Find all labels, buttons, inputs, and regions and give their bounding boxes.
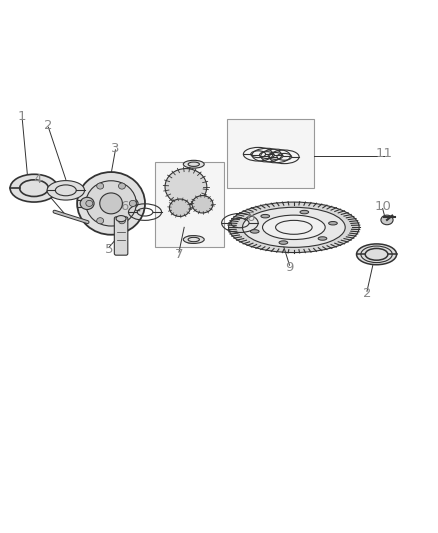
Ellipse shape bbox=[47, 181, 85, 200]
Ellipse shape bbox=[365, 248, 388, 260]
Bar bbox=[155, 162, 224, 247]
Ellipse shape bbox=[129, 200, 136, 206]
Ellipse shape bbox=[262, 215, 325, 239]
Ellipse shape bbox=[10, 174, 58, 202]
Ellipse shape bbox=[229, 202, 359, 253]
Ellipse shape bbox=[97, 183, 104, 189]
Text: 11: 11 bbox=[376, 147, 393, 160]
Ellipse shape bbox=[279, 241, 288, 244]
Ellipse shape bbox=[192, 196, 213, 213]
Text: 3: 3 bbox=[111, 142, 120, 155]
Ellipse shape bbox=[357, 244, 396, 265]
Ellipse shape bbox=[116, 215, 126, 222]
Bar bbox=[227, 118, 314, 188]
Ellipse shape bbox=[328, 222, 337, 225]
Text: 6: 6 bbox=[246, 211, 254, 224]
Ellipse shape bbox=[77, 172, 145, 235]
Ellipse shape bbox=[188, 162, 199, 166]
Ellipse shape bbox=[95, 195, 138, 212]
Ellipse shape bbox=[86, 200, 93, 206]
Ellipse shape bbox=[80, 197, 94, 209]
Ellipse shape bbox=[118, 183, 125, 189]
Text: 2: 2 bbox=[363, 287, 371, 300]
Ellipse shape bbox=[165, 168, 207, 205]
Text: 7: 7 bbox=[175, 248, 183, 261]
Text: 6: 6 bbox=[120, 200, 129, 213]
Ellipse shape bbox=[170, 199, 190, 216]
FancyBboxPatch shape bbox=[114, 217, 128, 255]
Text: 10: 10 bbox=[374, 200, 391, 213]
Ellipse shape bbox=[118, 217, 125, 224]
Text: 8: 8 bbox=[185, 160, 194, 173]
Ellipse shape bbox=[381, 215, 393, 225]
Text: 9: 9 bbox=[285, 261, 294, 274]
Ellipse shape bbox=[55, 185, 76, 196]
Text: 8: 8 bbox=[185, 234, 194, 247]
Text: 5: 5 bbox=[105, 243, 113, 256]
Ellipse shape bbox=[261, 214, 270, 218]
Text: 4: 4 bbox=[33, 173, 41, 186]
Ellipse shape bbox=[184, 160, 204, 168]
Ellipse shape bbox=[97, 217, 104, 224]
Ellipse shape bbox=[86, 181, 136, 226]
Text: 1: 1 bbox=[18, 110, 27, 123]
Text: 2: 2 bbox=[44, 118, 53, 132]
Ellipse shape bbox=[318, 237, 327, 240]
Ellipse shape bbox=[300, 211, 309, 214]
Ellipse shape bbox=[184, 236, 204, 244]
Ellipse shape bbox=[251, 230, 259, 233]
Ellipse shape bbox=[20, 180, 48, 197]
Ellipse shape bbox=[100, 193, 122, 214]
Ellipse shape bbox=[243, 207, 345, 247]
Ellipse shape bbox=[188, 237, 199, 241]
